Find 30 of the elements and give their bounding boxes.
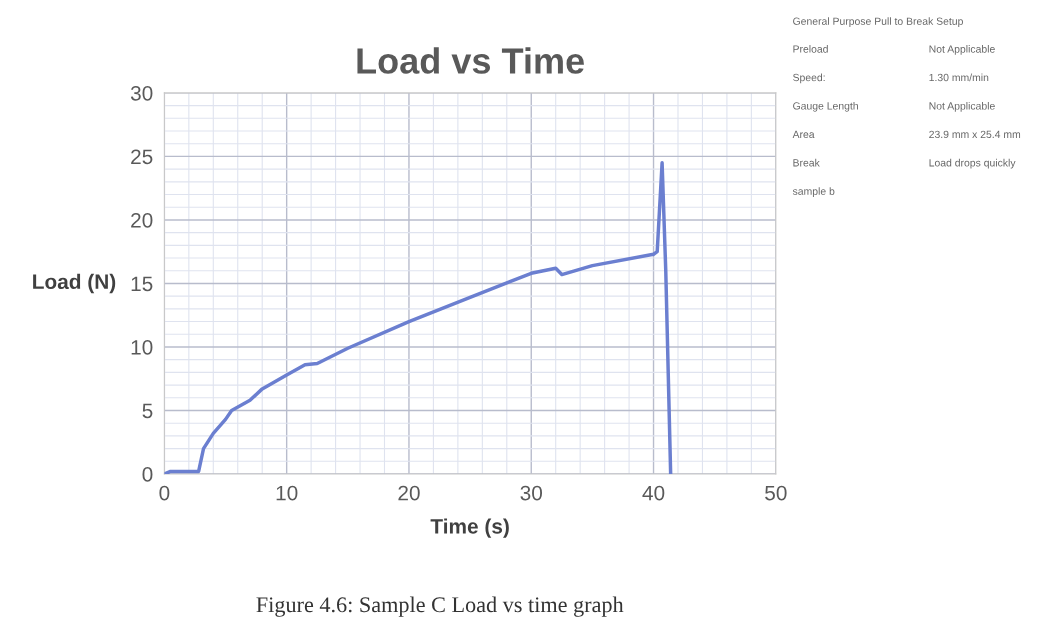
x-axis-title: Time (s) <box>430 518 509 538</box>
x-tick-label: 20 <box>398 485 420 501</box>
y-tick-label: 30 <box>130 85 153 101</box>
text: 23.9 mm x 25.4 mm <box>929 130 1021 139</box>
y-tick-label: 5 <box>142 403 153 419</box>
y-tick-label: 10 <box>131 339 153 355</box>
x-tick-label: 0 <box>159 485 170 501</box>
y-tick-label: 25 <box>131 149 153 165</box>
text: Not Applicable <box>929 101 995 112</box>
text: Break <box>793 158 820 167</box>
x-tick-label: 30 <box>520 485 543 501</box>
text: Speed: <box>793 73 825 84</box>
text: Gauge Length <box>793 101 858 112</box>
x-tick-label: 50 <box>765 485 787 501</box>
text: 1.30 mm/min <box>929 73 989 82</box>
caption: Figure 4.6: Sample C Load vs time graph <box>256 596 624 617</box>
text: Not Applicable <box>929 45 995 55</box>
x-tick-label: 40 <box>642 485 665 501</box>
text: Load drops quickly <box>929 158 1016 169</box>
text: Preload <box>793 45 828 53</box>
y-tick-label: 15 <box>131 276 153 292</box>
y-tick-label: 0 <box>142 467 153 482</box>
line-series <box>164 161 673 474</box>
chart-title: Load vs Time <box>357 47 584 74</box>
text: General Purpose Pull to Break Setup <box>793 17 963 27</box>
text: sample b <box>792 187 835 197</box>
y-axis-title: Load (N) <box>33 273 116 294</box>
y-tick-label: 20 <box>131 212 153 228</box>
text: Area <box>792 130 815 139</box>
x-tick-label: 10 <box>276 485 298 501</box>
